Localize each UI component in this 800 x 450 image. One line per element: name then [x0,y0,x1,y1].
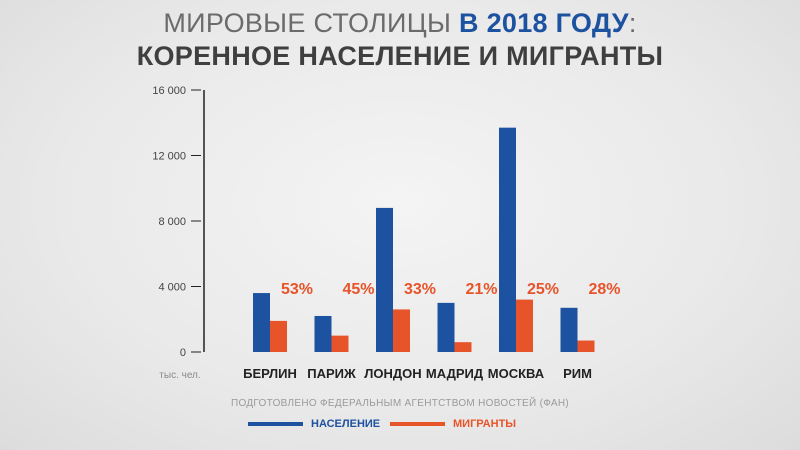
legend-swatch-population [248,422,303,426]
y-tick-label: 4 000 [158,282,186,294]
bar-migrants [454,342,472,352]
legend-swatch-migrants [390,422,445,426]
x-category-label: ПАРИЖ [307,366,356,381]
x-category-label: РИМ [563,366,592,381]
bar-migrants [270,320,287,352]
x-category-label: МАДРИД [426,366,484,381]
data-label-percent: 45% [342,281,374,298]
data-label-percent: 25% [527,281,559,298]
bar-population [499,127,516,352]
bar-migrants [577,340,595,352]
y-tick-label: 8 000 [158,216,186,228]
legend-item-population: НАСЕЛЕНИЕ [248,418,380,430]
bar-chart: 0 4 000 8 000 12 000 16 000 тыс. чел. 53% БЕРЛИ… [152,85,620,381]
x-category-label: МОСКВА [488,366,545,381]
bar-population [314,315,332,352]
title-year-highlight: В 2018 ГОДУ [458,8,629,38]
chart-subtitle: КОРЕННОЕ НАСЕЛЕНИЕ И МИГРАНТЫ [136,41,664,71]
data-label-percent: 33% [404,281,436,298]
bar-population [376,207,393,352]
legend-label-population: НАСЕЛЕНИЕ [311,418,381,430]
y-tick-label: 16 000 [152,85,186,97]
bar-population [437,302,455,352]
bar-population [253,293,270,352]
data-label-percent: 28% [588,281,620,298]
x-category-label: БЕРЛИН [243,366,297,381]
data-label-percent: 53% [281,281,313,298]
bar-migrants [393,309,410,352]
legend-item-migrants: МИГРАНТЫ [390,418,516,430]
y-unit-label: тыс. чел. [159,370,200,381]
y-tick-label: 0 [180,347,186,359]
bar-migrants [516,299,533,352]
chart-title: МИРОВЫЕ СТОЛИЦЫ В 2018 ГОДУ: [0,8,800,39]
title-line1-text: МИРОВЫЕ СТОЛИЦЫ [163,8,459,38]
x-category-label: ЛОНДОН [364,366,421,381]
source-note: ПОДГОТОВЛЕНО ФЕДЕРАЛЬНЫМ АГЕНТСТВОМ НОВО… [230,398,570,409]
title-line1-suffix: : [628,8,637,38]
y-tick-label: 12 000 [152,151,186,163]
legend-label-migrants: МИГРАНТЫ [453,418,517,430]
data-label-percent: 21% [465,281,497,298]
bar-population [560,307,578,352]
bar-migrants [331,335,349,352]
